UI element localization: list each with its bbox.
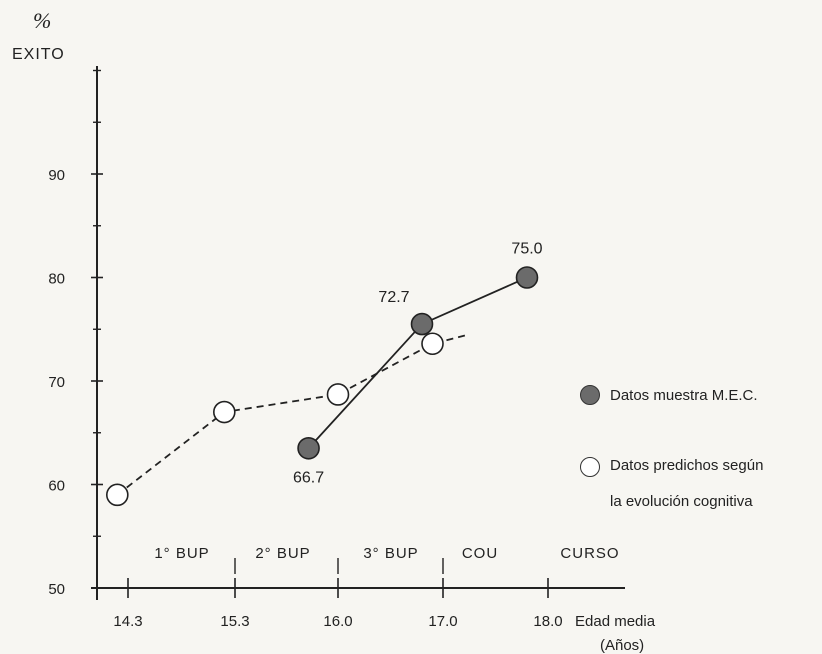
data-point-predicted <box>421 332 444 356</box>
x-tick-label: 15.3 <box>220 613 249 630</box>
y-tick-label: 60 <box>48 478 65 495</box>
series-line-sample <box>307 276 528 449</box>
legend-open-marker-icon <box>580 457 600 477</box>
data-point-sample <box>297 436 320 460</box>
legend-label-predicted-line1: Datos predichos según <box>610 457 764 474</box>
y-tick-label: 90 <box>48 167 65 184</box>
legend-label-predicted-line2: la evolución cognitiva <box>610 493 753 510</box>
legend-label-sample: Datos muestra M.E.C. <box>610 387 758 404</box>
y-tick-label: 70 <box>48 374 65 391</box>
legend-filled-marker-icon <box>580 385 600 405</box>
x-tick-label: 18.0 <box>533 613 562 630</box>
data-label: 72.7 <box>378 289 409 306</box>
x-axis-unit: (Años) <box>600 637 644 654</box>
legend-item-predicted: Datos predichos según la evolución cogni… <box>580 457 763 513</box>
data-label: 66.7 <box>293 469 324 486</box>
x-axis-title: Edad media <box>575 613 656 630</box>
x-tick-label: 17.0 <box>428 613 457 630</box>
y-axis-percent-symbol: % <box>33 8 52 33</box>
course-label: 3° BUP <box>363 545 418 562</box>
course-label: 1° BUP <box>154 545 209 562</box>
data-point-predicted <box>106 483 129 507</box>
x-tick-label: 16.0 <box>323 613 352 630</box>
data-point-predicted <box>213 400 236 424</box>
y-axis-title: EXITO <box>12 46 65 63</box>
data-label: 75.0 <box>511 241 542 258</box>
x-tick-label: 14.3 <box>113 613 142 630</box>
legend-item-sample: Datos muestra M.E.C. <box>580 385 758 407</box>
data-point-predicted <box>326 383 350 406</box>
series-line-predicted <box>116 333 470 496</box>
course-label: COU <box>462 545 498 562</box>
data-point-sample <box>515 266 539 289</box>
y-tick-label: 50 <box>48 581 65 598</box>
data-point-sample <box>410 312 434 336</box>
course-label: CURSO <box>560 545 619 562</box>
y-tick-label: 80 <box>48 271 65 288</box>
course-label: 2° BUP <box>255 545 310 562</box>
